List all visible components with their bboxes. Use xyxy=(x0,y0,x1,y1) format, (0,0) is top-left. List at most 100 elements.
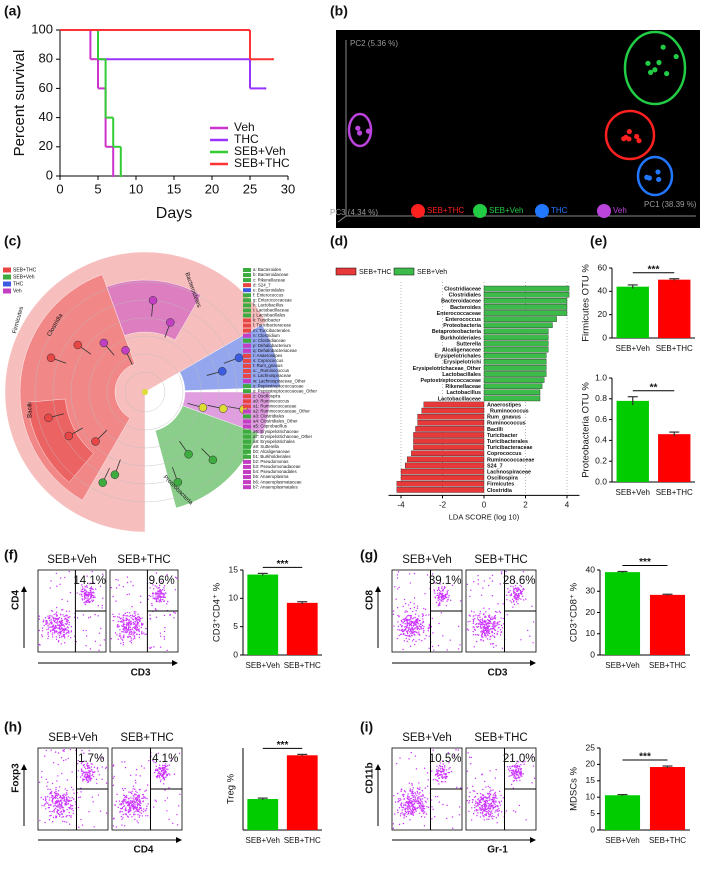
flow-event xyxy=(167,768,169,770)
flow-event xyxy=(405,618,408,621)
flow-event xyxy=(442,803,444,806)
flow-event xyxy=(409,799,411,802)
flow-event xyxy=(70,808,73,810)
taxon-label: b: Bacteroidaceae xyxy=(253,272,289,277)
flow-event xyxy=(492,646,495,648)
flow-event xyxy=(491,817,494,820)
flow-event xyxy=(480,809,482,812)
flow-event xyxy=(506,766,509,768)
flow-event xyxy=(136,806,138,809)
flow-event xyxy=(407,813,409,816)
x-tick-label: SEB+THC xyxy=(649,836,686,845)
flow-event xyxy=(155,609,157,611)
flow-event xyxy=(126,581,129,584)
y-tick-label: 30 xyxy=(586,586,596,596)
flow-event xyxy=(87,597,89,599)
flow-event xyxy=(501,571,503,573)
flow-event xyxy=(152,595,154,597)
flow-event xyxy=(62,635,65,637)
clade-node xyxy=(148,296,158,305)
flow-event xyxy=(443,776,446,778)
flow-event xyxy=(437,770,439,772)
flow-event xyxy=(85,590,88,593)
flow-event xyxy=(425,614,427,616)
flow-event xyxy=(482,613,485,616)
flow-event xyxy=(512,810,515,812)
flow-event xyxy=(91,591,93,594)
flow-event xyxy=(483,620,486,622)
flow-event xyxy=(47,807,50,809)
lda-bar xyxy=(413,438,485,444)
flow-event xyxy=(121,787,124,790)
flow-event xyxy=(519,773,521,775)
flow-event xyxy=(134,637,136,639)
flow-event xyxy=(475,808,478,811)
flow-event xyxy=(495,795,497,797)
flow-event xyxy=(517,593,520,595)
flow-event xyxy=(130,632,133,634)
clade-node xyxy=(73,340,83,350)
flow-event xyxy=(491,630,493,633)
flow-event xyxy=(135,797,137,800)
flow-event xyxy=(483,621,486,623)
flow-event xyxy=(138,797,140,799)
flow-event xyxy=(57,752,60,754)
flow-event xyxy=(510,774,512,777)
flow-event xyxy=(160,600,162,603)
gate-percent: 14.1% xyxy=(73,575,106,587)
flow-event xyxy=(163,587,165,589)
flow-event xyxy=(513,776,515,779)
y-tick-label: 40 xyxy=(598,286,608,296)
flow-event xyxy=(122,625,124,628)
flow-event xyxy=(162,765,164,767)
flow-event xyxy=(56,809,59,811)
flow-event xyxy=(485,611,487,613)
flow-event xyxy=(86,599,88,601)
flow-event xyxy=(121,824,123,826)
flow-event xyxy=(56,617,58,620)
flow-event xyxy=(130,801,133,803)
flow-event xyxy=(411,618,413,620)
flow-event xyxy=(69,804,72,806)
panel-label: (h) xyxy=(4,719,22,735)
flow-event xyxy=(458,814,461,816)
flow-event xyxy=(63,631,65,633)
flow-event xyxy=(158,590,160,592)
flow-event xyxy=(486,807,488,810)
flow-event xyxy=(399,623,402,626)
flow-event xyxy=(136,797,139,799)
flow-event xyxy=(51,810,53,813)
flow-event xyxy=(531,782,533,784)
flow-event xyxy=(400,799,402,801)
flow-event xyxy=(409,801,412,804)
flow-event xyxy=(437,588,440,591)
flow-event xyxy=(474,806,476,809)
gate-percent: 4.1% xyxy=(152,753,178,765)
y-marker-label: CD4 xyxy=(11,590,22,610)
flow-event xyxy=(481,797,484,800)
x-tick-label: SEB+Veh xyxy=(605,836,639,845)
category-label: Erysipelotrichales xyxy=(435,354,481,360)
flow-event xyxy=(128,791,130,793)
gate-percent: 9.6% xyxy=(149,575,175,587)
flow-event xyxy=(63,795,65,798)
flow-event xyxy=(427,779,429,781)
legend-swatch xyxy=(411,204,425,218)
flow-event xyxy=(66,618,68,621)
flow-event xyxy=(486,634,489,636)
flow-event xyxy=(70,799,73,802)
legend-label: Veh xyxy=(613,206,627,215)
flow-event xyxy=(434,592,436,594)
taxon-swatch xyxy=(243,424,251,429)
flow-event xyxy=(490,811,492,814)
flow-event xyxy=(103,639,106,641)
flow-event xyxy=(412,795,414,797)
flow-event xyxy=(161,773,164,776)
flow-event xyxy=(68,610,70,612)
flow-event xyxy=(60,807,62,809)
flow-event xyxy=(521,590,524,593)
flow-event xyxy=(79,593,81,595)
flow-event xyxy=(112,615,115,618)
flow-event xyxy=(65,794,67,796)
flow-event xyxy=(62,614,64,616)
